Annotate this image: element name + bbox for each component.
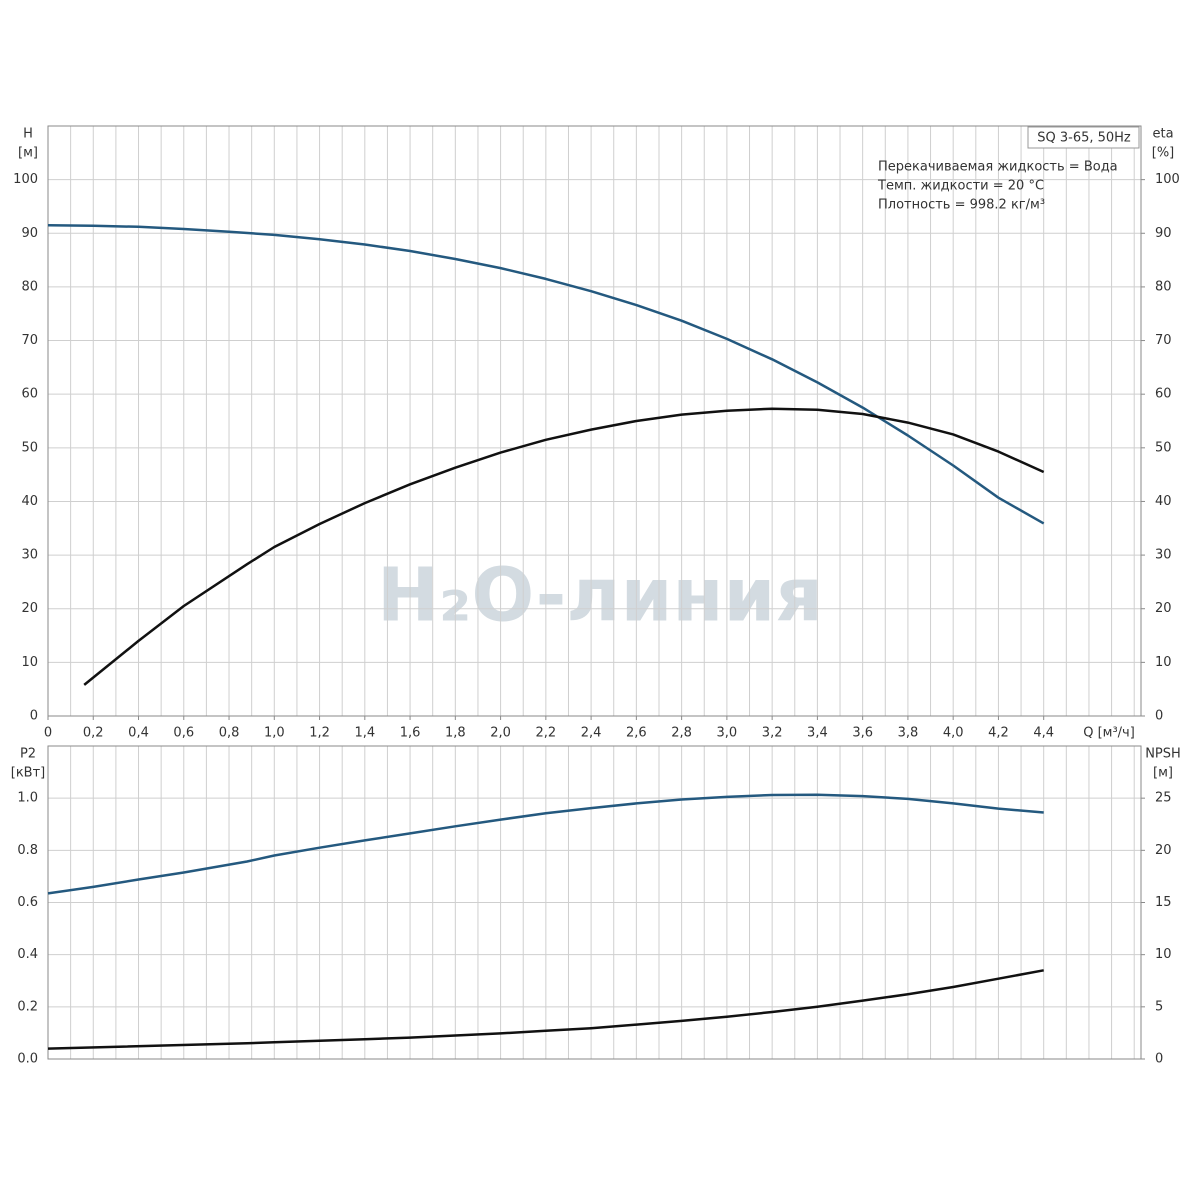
y2-tick-label: 60 <box>1155 387 1172 402</box>
y2-tick-label: 50 <box>1155 440 1172 455</box>
y-axis-label: P2 <box>20 747 36 762</box>
y-tick-label: 70 <box>21 333 38 348</box>
x-tick-label: 4,0 <box>943 726 964 741</box>
x-tick-label: 0,6 <box>173 726 194 741</box>
y-tick-label: 10 <box>21 655 38 670</box>
y-axis-label: H <box>23 127 33 142</box>
y2-tick-label: 5 <box>1155 999 1163 1014</box>
x-tick-label: 0 <box>44 726 52 741</box>
x-tick-label: 2,2 <box>536 726 557 741</box>
y2-tick-label: 10 <box>1155 947 1172 962</box>
x-tick-label: 1,8 <box>445 726 466 741</box>
annotation: Перекачиваемая жидкость = Вода <box>878 160 1118 175</box>
y2-axis-label: eta <box>1152 127 1173 142</box>
y2-tick-label: 25 <box>1155 791 1172 806</box>
annotation: Плотность = 998.2 кг/м³ <box>878 198 1045 213</box>
x-tick-label: 1,0 <box>264 726 285 741</box>
curve-0 <box>47 793 1044 895</box>
x-tick-label: 2,0 <box>490 726 511 741</box>
y2-tick-label: 0 <box>1155 1052 1163 1067</box>
x-tick-label: 3,6 <box>852 726 873 741</box>
y-axis-unit: [м] <box>18 146 38 161</box>
y-tick-label: 0.6 <box>17 895 38 910</box>
x-tick-label: 0,8 <box>219 726 240 741</box>
x-tick-label: 1,2 <box>309 726 330 741</box>
y-tick-label: 100 <box>13 172 38 187</box>
y2-tick-label: 0 <box>1155 709 1163 724</box>
y2-tick-label: 40 <box>1155 494 1172 509</box>
y-tick-label: 0 <box>30 709 38 724</box>
y-tick-label: 1.0 <box>17 791 38 806</box>
chart-title: SQ 3-65, 50Hz <box>1037 131 1131 146</box>
y-tick-label: 0.2 <box>17 999 38 1014</box>
x-tick-label: 3,0 <box>717 726 738 741</box>
y-tick-label: 0.8 <box>17 843 38 858</box>
y-tick-label: 90 <box>21 226 38 241</box>
x-tick-label: 2,8 <box>671 726 692 741</box>
y-tick-label: 0.0 <box>17 1052 38 1067</box>
annotation: Темп. жидкости = 20 °C <box>877 179 1044 194</box>
x-tick-label: 0,4 <box>128 726 149 741</box>
y2-axis-unit: [%] <box>1152 146 1175 161</box>
y2-tick-label: 15 <box>1155 895 1172 910</box>
y2-tick-label: 10 <box>1155 655 1172 670</box>
y2-tick-label: 20 <box>1155 843 1172 858</box>
y-tick-label: 50 <box>21 440 38 455</box>
y-tick-label: 20 <box>21 601 38 616</box>
x-tick-label: 4,2 <box>988 726 1009 741</box>
y-tick-label: 0.4 <box>17 947 38 962</box>
y2-tick-label: 90 <box>1155 226 1172 241</box>
x-tick-label: 0,2 <box>83 726 104 741</box>
y-tick-label: 80 <box>21 279 38 294</box>
y2-axis-label: NPSH <box>1145 747 1181 762</box>
x-axis-label: Q [м³/ч] <box>1083 726 1135 741</box>
x-tick-label: 3,4 <box>807 726 828 741</box>
y2-tick-label: 100 <box>1155 172 1180 187</box>
watermark: H₂O-линия <box>377 553 823 639</box>
y-tick-label: 40 <box>21 494 38 509</box>
x-tick-label: 2,4 <box>581 726 602 741</box>
y-axis-unit: [кВт] <box>11 766 46 781</box>
x-tick-label: 4,4 <box>1033 726 1054 741</box>
x-tick-label: 3,2 <box>762 726 783 741</box>
x-tick-label: 3,8 <box>898 726 919 741</box>
x-tick-label: 2,6 <box>626 726 647 741</box>
y2-tick-label: 80 <box>1155 279 1172 294</box>
y2-tick-label: 20 <box>1155 601 1172 616</box>
curve-1 <box>83 407 1045 686</box>
y-tick-label: 30 <box>21 548 38 563</box>
curve-1 <box>47 969 1044 1050</box>
plot-frame <box>47 125 1142 717</box>
x-tick-label: 1,6 <box>400 726 421 741</box>
y2-tick-label: 30 <box>1155 548 1172 563</box>
y2-tick-label: 70 <box>1155 333 1172 348</box>
x-tick-label: 1,4 <box>354 726 375 741</box>
y2-axis-unit: [м] <box>1153 766 1173 781</box>
y-tick-label: 60 <box>21 387 38 402</box>
title-box <box>1027 126 1140 149</box>
